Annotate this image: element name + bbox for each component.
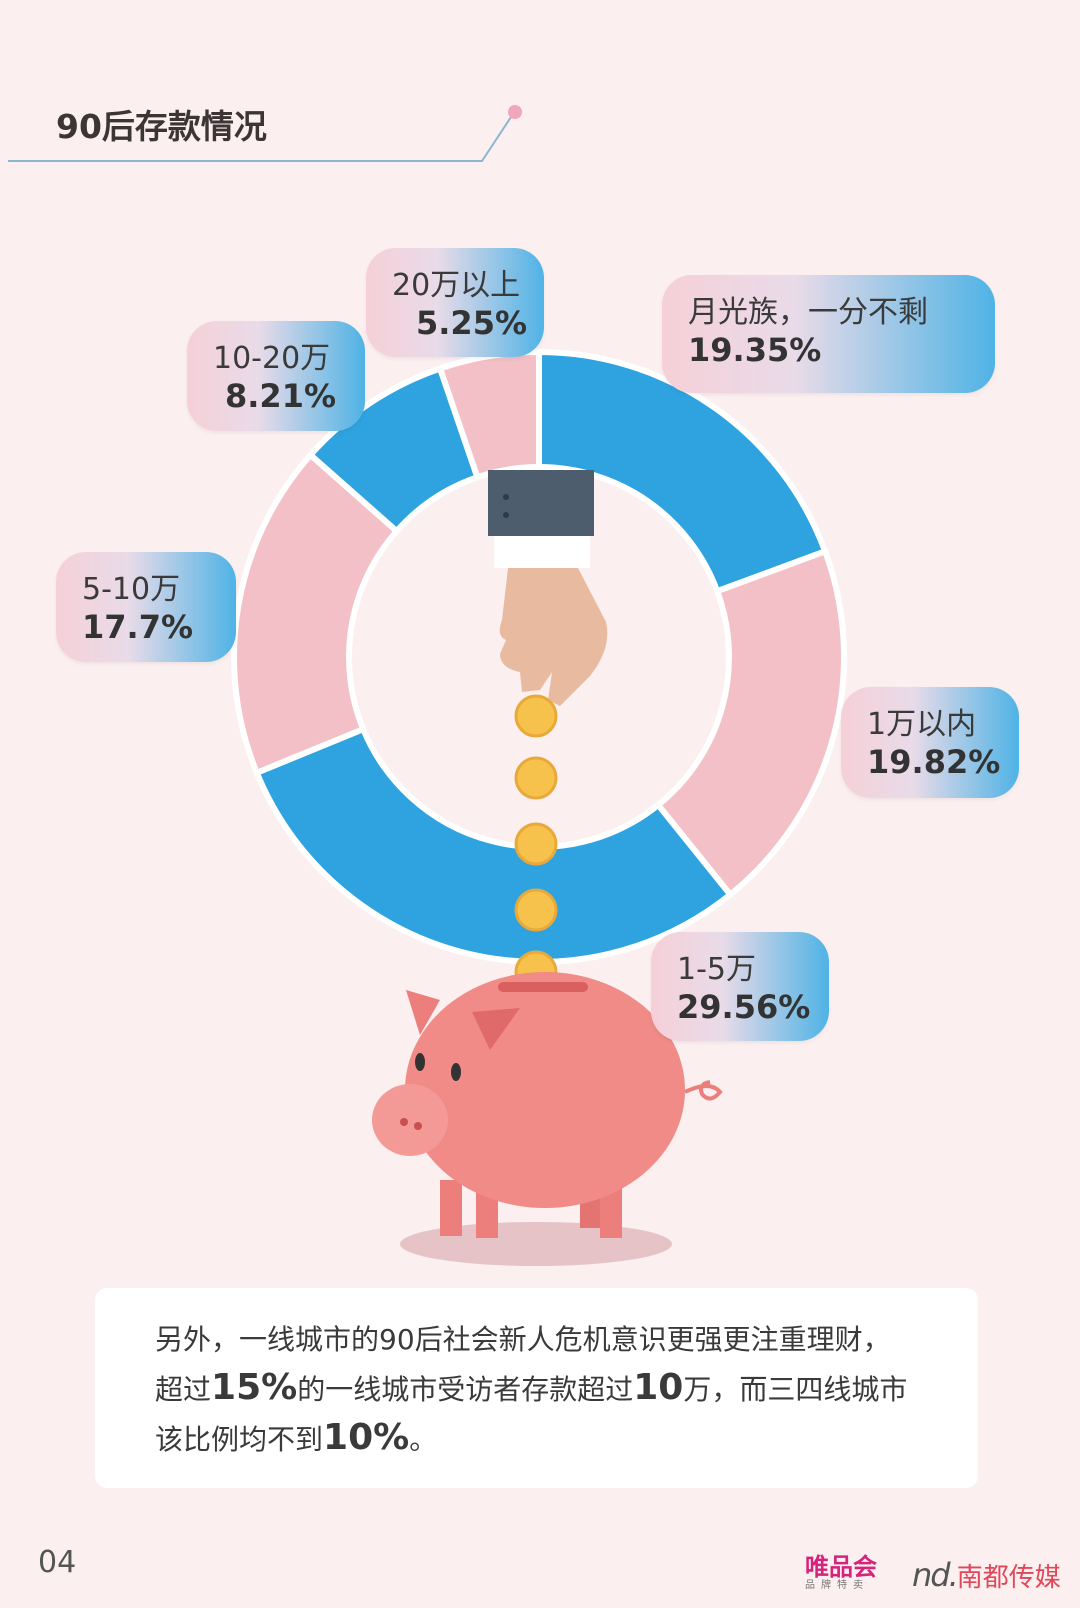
value-label: 29.56%	[677, 988, 811, 1026]
vipshop-logo: 唯品会 品牌特卖	[805, 1553, 877, 1591]
coin-icon	[514, 822, 558, 866]
value-label: 17.7%	[82, 608, 194, 646]
value-label: 19.35%	[688, 331, 822, 369]
category-label: 月光族，一分不剩	[688, 295, 928, 330]
donut-segment-1	[653, 547, 847, 899]
label-bubble-5-10w: 5-10万 17.7%	[56, 552, 236, 662]
nandu-media-logo: nd.南都传媒	[912, 1556, 1061, 1594]
coin-icon	[514, 756, 558, 800]
donut-segment-3	[231, 450, 401, 777]
title-underline	[8, 113, 514, 162]
summary-text: 另外，一线城市的90后社会新人危机意识更强更注重理财， 超过15%的一线城市受访者…	[155, 1323, 908, 1458]
coin-icon	[514, 888, 558, 932]
value-label: 19.82%	[867, 743, 1001, 781]
hand	[499, 568, 608, 706]
title-dot	[508, 105, 522, 119]
donut-segment-0	[536, 348, 829, 596]
category-label: 1-5万	[677, 952, 756, 987]
category-label: 5-10万	[82, 572, 181, 607]
sleeve	[488, 470, 594, 536]
page-title: 90后存款情况	[56, 107, 267, 146]
category-label: 1万以内	[867, 707, 977, 742]
category-label: 20万以上	[392, 268, 521, 303]
label-bubble-yueguangzu: 月光族，一分不剩 19.35%	[662, 275, 995, 393]
category-label: 10-20万	[213, 341, 331, 376]
hand-illustration	[488, 470, 608, 706]
cuff	[494, 536, 590, 568]
label-bubble-1w-within: 1万以内 19.82%	[841, 687, 1019, 798]
label-bubble-20w-plus: 20万以上 5.25%	[366, 248, 544, 357]
donut-chart	[231, 348, 847, 965]
value-label: 8.21%	[225, 377, 337, 415]
value-label: 5.25%	[416, 304, 528, 342]
donut-segment-2	[252, 725, 735, 965]
summary-note: 另外，一线城市的90后社会新人危机意识更强更注重理财， 超过15%的一线城市受访者…	[95, 1288, 978, 1488]
page-number: 04	[38, 1545, 77, 1580]
label-bubble-1-5w: 1-5万 29.56%	[651, 932, 829, 1041]
piggy-bank-illustration	[372, 972, 723, 1266]
label-bubble-10-20w: 10-20万 8.21%	[187, 321, 365, 431]
coin-icon	[514, 694, 558, 738]
